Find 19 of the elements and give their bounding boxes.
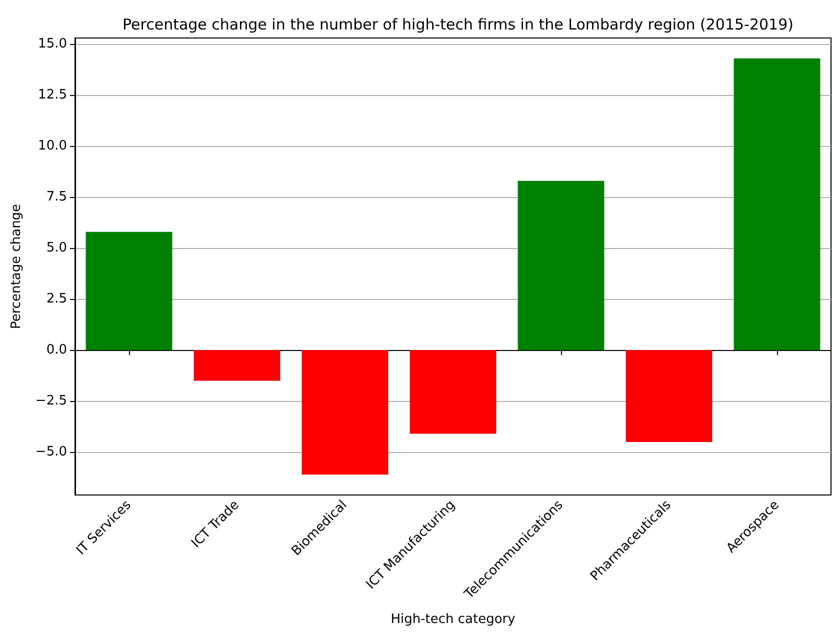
y-tick-label: −5.0 [35, 444, 67, 460]
bar [194, 350, 280, 381]
y-tick-label: 0.0 [46, 342, 67, 358]
y-tick-label: 12.5 [38, 88, 67, 103]
bar [302, 350, 388, 475]
y-axis-title: Percentage change [9, 204, 24, 330]
y-tick-label: 5.0 [46, 240, 67, 256]
y-tick-label: 2.5 [46, 292, 67, 307]
bar [86, 232, 172, 350]
bar [626, 350, 712, 442]
y-tick-label: 10.0 [38, 138, 67, 154]
bar [410, 350, 496, 434]
x-axis-title: High-tech category [390, 612, 516, 627]
y-tick-label: 15.0 [38, 36, 67, 52]
bar [518, 180, 604, 350]
chart-title: Percentage change in the number of high-tech firms in the Lombardy region (2015-2019) [122, 16, 794, 34]
y-tick-label: −2.5 [35, 394, 67, 409]
y-tick-label: 7.5 [46, 190, 67, 205]
bar [734, 58, 820, 350]
